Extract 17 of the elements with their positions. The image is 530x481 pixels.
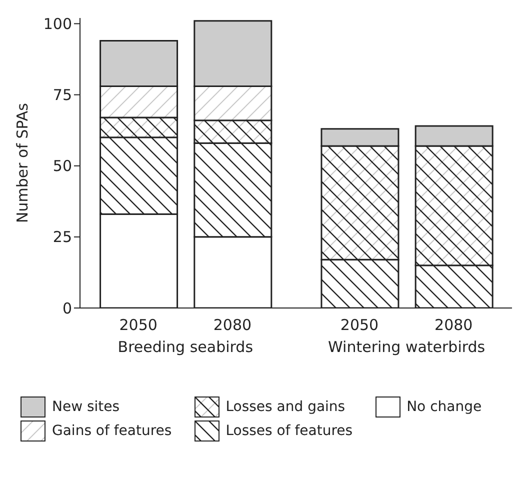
legend-label: New sites xyxy=(52,399,120,415)
x-tick-label: 2050 xyxy=(340,316,379,334)
x-tick-label: 2050 xyxy=(119,316,158,334)
x-tick-label: 2080 xyxy=(213,316,252,334)
y-axis-title: Number of SPAs xyxy=(13,102,32,223)
legend-label: Losses and gains xyxy=(226,399,346,415)
y-tick-label: 0 xyxy=(62,299,72,318)
y-tick-label: 100 xyxy=(43,15,72,34)
y-tick-label: 75 xyxy=(52,86,72,104)
legend-label: Losses of features xyxy=(226,423,353,439)
text: Wintering waterbirds xyxy=(328,338,486,356)
x-tick-label: 2080 xyxy=(434,316,473,334)
legend-label: Gains of features xyxy=(52,423,172,439)
text: Breeding seabirds xyxy=(118,338,254,356)
y-tick-label: 25 xyxy=(52,228,72,246)
y-tick-label: 50 xyxy=(52,157,72,176)
legend-label: No change xyxy=(406,399,482,415)
